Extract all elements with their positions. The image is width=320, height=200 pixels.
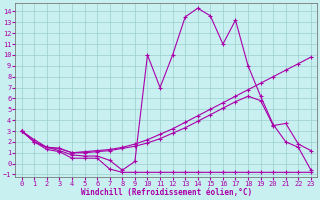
X-axis label: Windchill (Refroidissement éolien,°C): Windchill (Refroidissement éolien,°C) [81,188,252,197]
